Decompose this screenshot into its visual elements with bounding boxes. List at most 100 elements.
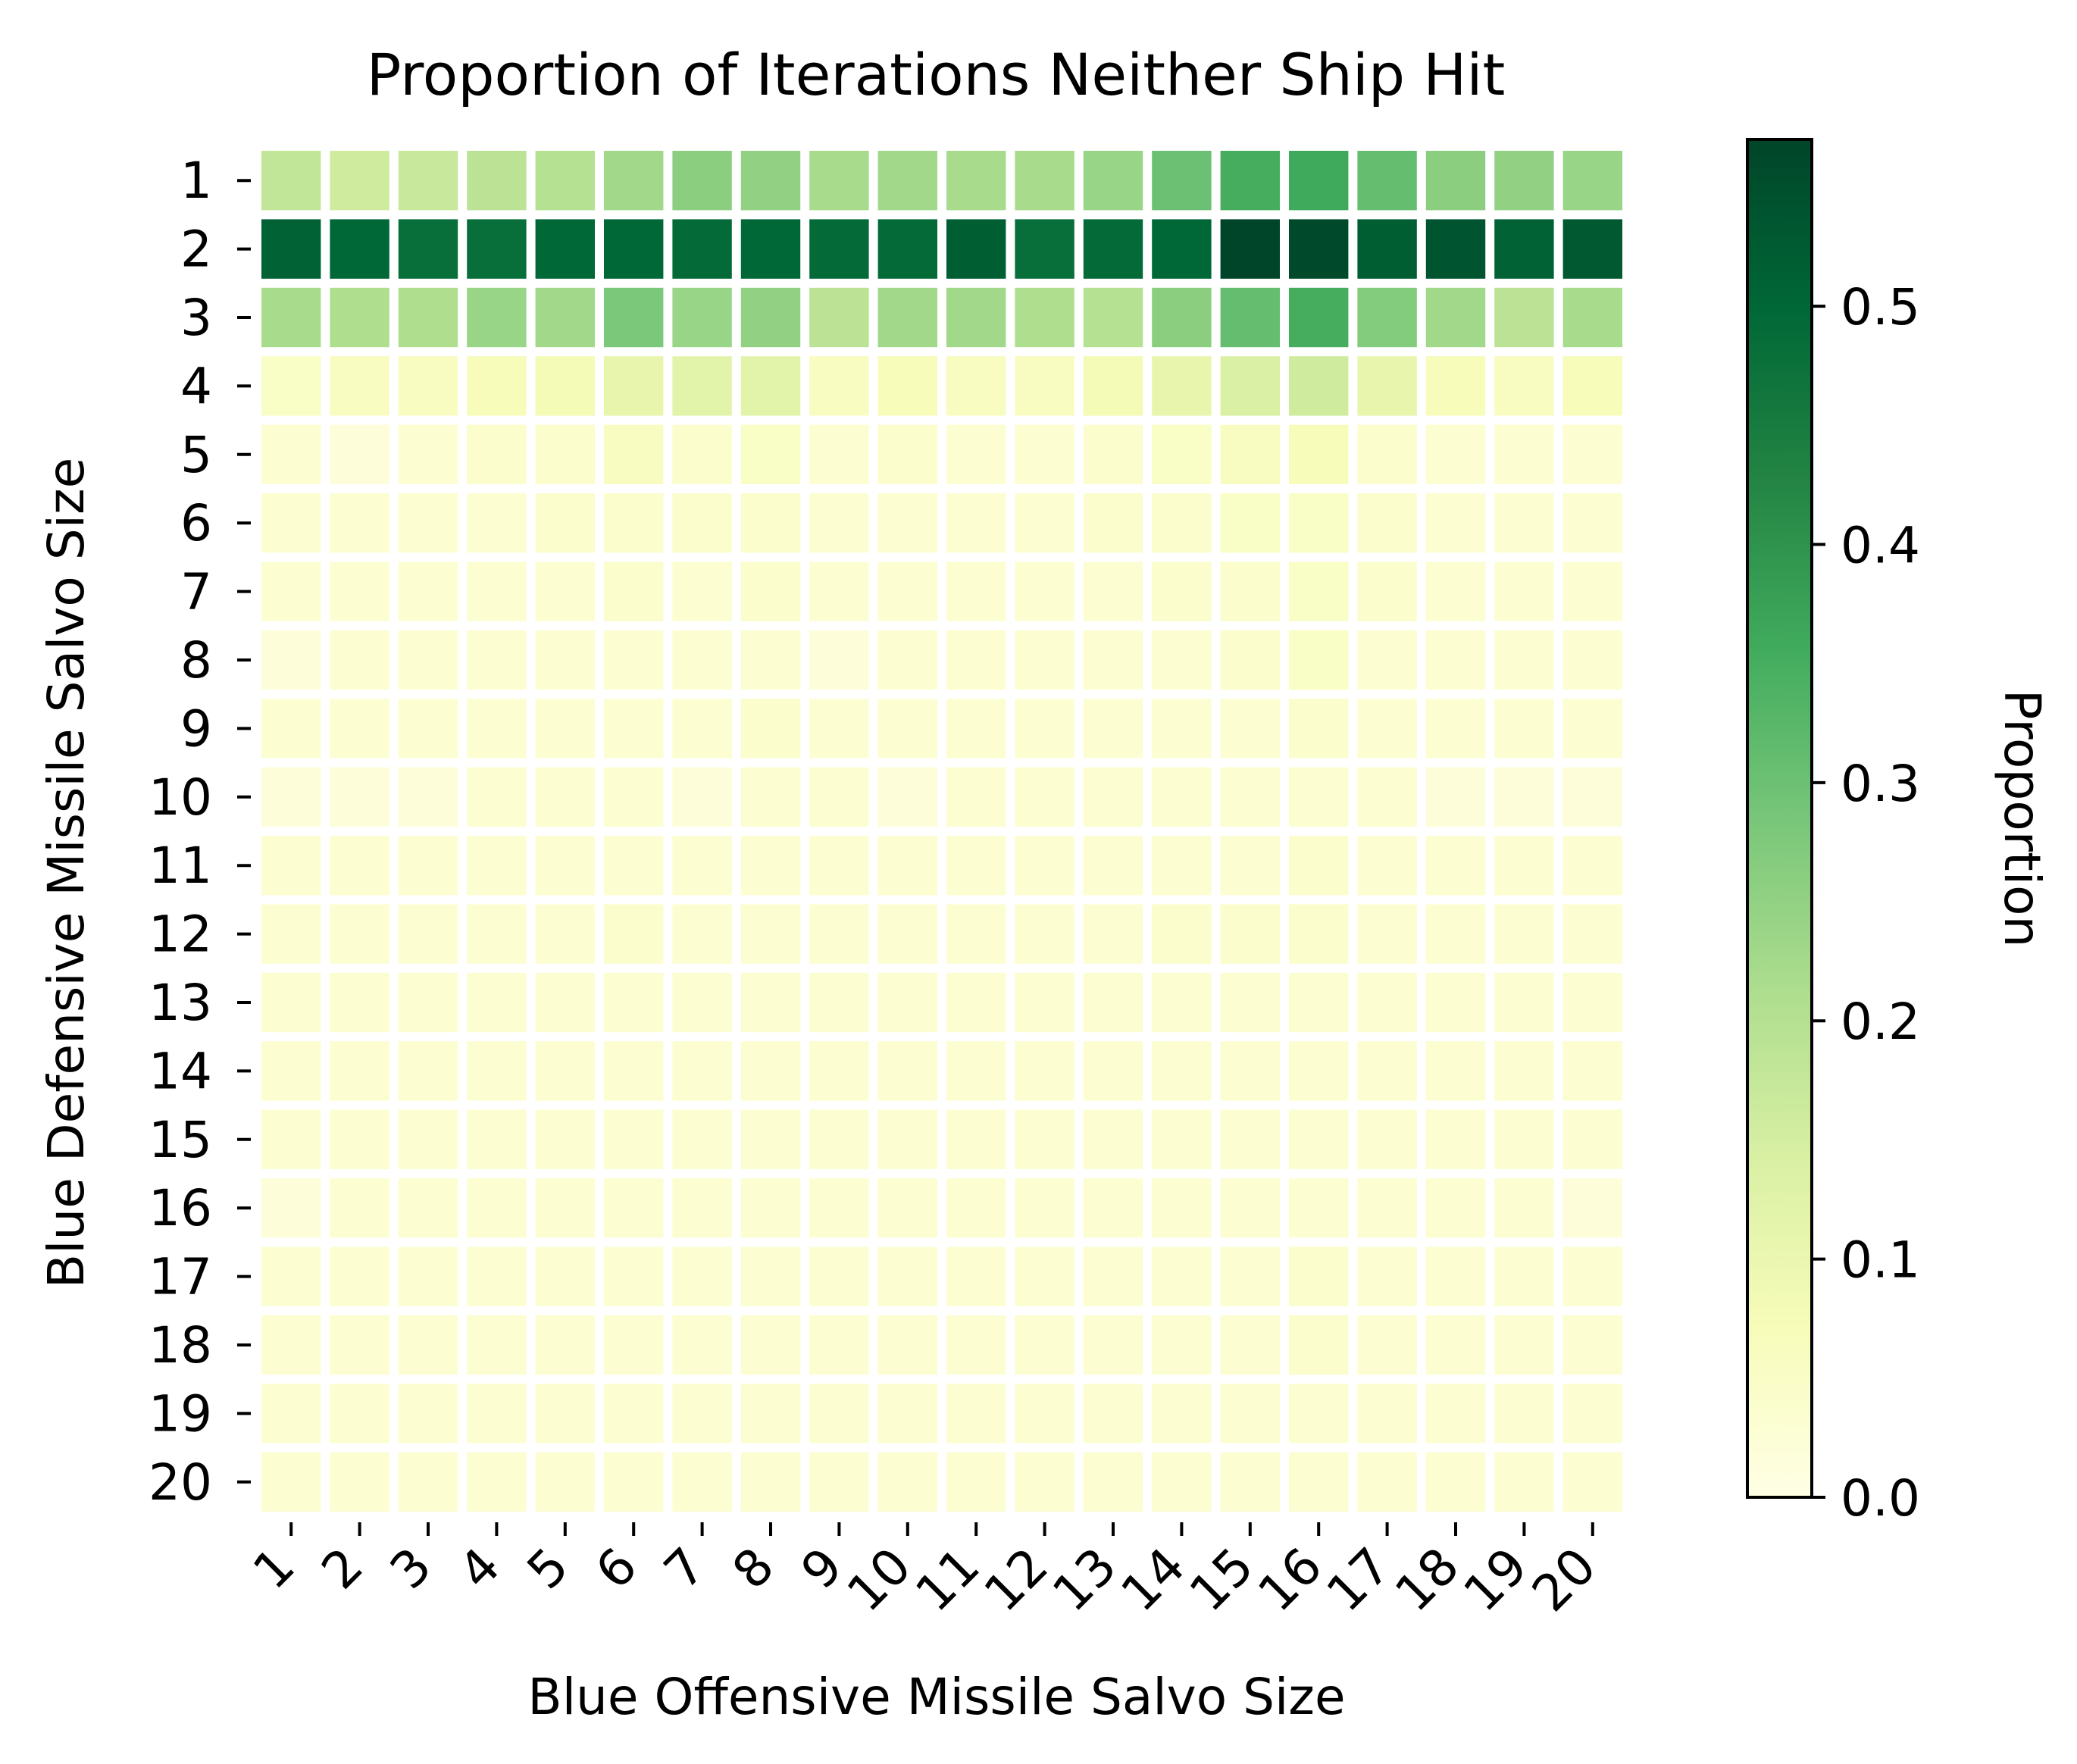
heatmap-cell — [1289, 1041, 1349, 1101]
heatmap-cell — [1425, 1384, 1486, 1443]
heatmap-cell — [946, 1109, 1006, 1169]
heatmap-cell — [1015, 1384, 1074, 1443]
heatmap-cell — [1015, 1246, 1074, 1306]
heatmap-cell — [1220, 424, 1280, 484]
colorbar-gradient — [1746, 138, 1813, 1499]
heatmap-cell — [946, 836, 1006, 896]
heatmap-cell — [1357, 1246, 1417, 1306]
heatmap-cell — [809, 1041, 869, 1101]
colorbar-tick-label: 0.3 — [1841, 755, 1920, 813]
heatmap-cell — [604, 219, 664, 279]
heatmap-cell — [330, 424, 389, 484]
heatmap-cell — [1152, 287, 1212, 348]
heatmap-cell — [261, 1246, 321, 1306]
heatmap-cell — [672, 287, 732, 348]
heatmap-cell — [1494, 972, 1554, 1033]
heatmap-cell — [1562, 1315, 1622, 1375]
heatmap-cell — [330, 836, 389, 896]
heatmap-cell — [1357, 424, 1417, 484]
heatmap-cell — [672, 767, 732, 827]
heatmap-cell — [1015, 1315, 1074, 1375]
heatmap-cell — [1015, 972, 1074, 1033]
heatmap-cell — [467, 1384, 527, 1443]
heatmap-cell — [740, 1109, 801, 1169]
heatmap-cell — [330, 356, 389, 416]
heatmap-cell — [1152, 1246, 1212, 1306]
heatmap-cell — [809, 219, 869, 279]
heatmap-cell — [1494, 767, 1554, 827]
heatmap-cell — [1289, 1178, 1349, 1238]
heatmap-cell — [1425, 1178, 1486, 1238]
heatmap-cell — [1494, 1178, 1554, 1238]
heatmap-cell — [809, 767, 869, 827]
heatmap-cell — [398, 1315, 458, 1375]
heatmap-cell — [1494, 151, 1554, 211]
heatmap-cell — [1562, 1109, 1622, 1169]
heatmap-cell — [1220, 493, 1280, 553]
heatmap-cell — [1015, 836, 1074, 896]
heatmap-cell — [877, 767, 937, 827]
heatmap-cell — [1494, 356, 1554, 416]
heatmap-cell — [1083, 1041, 1143, 1101]
heatmap-cell — [535, 1384, 595, 1443]
heatmap-cell — [1083, 1246, 1143, 1306]
colorbar-tick-label: 0.4 — [1841, 516, 1920, 574]
heatmap-cell — [1357, 1384, 1417, 1443]
heatmap-cell — [604, 1246, 664, 1306]
heatmap-cell — [1425, 1452, 1486, 1512]
heatmap-cell — [535, 767, 595, 827]
heatmap-cell — [1562, 836, 1622, 896]
heatmap-cell — [1562, 1384, 1622, 1443]
heatmap-cell — [467, 493, 527, 553]
heatmap-cell — [877, 1315, 937, 1375]
heatmap-cell — [1494, 287, 1554, 348]
heatmap-cell — [1015, 493, 1074, 553]
heatmap-cell — [946, 287, 1006, 348]
heatmap-cell — [1562, 1246, 1622, 1306]
heatmap-cell — [809, 561, 869, 621]
heatmap-cell — [535, 424, 595, 484]
heatmap-cell — [261, 630, 321, 690]
heatmap-cell — [398, 424, 458, 484]
heatmap-cell — [1015, 219, 1074, 279]
heatmap-cell — [740, 904, 801, 964]
heatmap-cell — [740, 1041, 801, 1101]
heatmap-cell — [398, 561, 458, 621]
heatmap-cell — [809, 904, 869, 964]
heatmap-cell — [1152, 904, 1212, 964]
heatmap-cell — [1562, 424, 1622, 484]
y-tick-label: 7 — [180, 563, 212, 621]
heatmap-cell — [946, 151, 1006, 211]
heatmap-cell — [1289, 1246, 1349, 1306]
heatmap-cell — [398, 356, 458, 416]
heatmap-cell — [740, 1452, 801, 1512]
heatmap-cell — [1152, 836, 1212, 896]
heatmap-cell — [672, 1041, 732, 1101]
heatmap-cell — [330, 493, 389, 553]
heatmap-cell — [330, 1315, 389, 1375]
heatmap-cell — [672, 972, 732, 1033]
heatmap-cell — [604, 767, 664, 827]
heatmap-cell — [1425, 972, 1486, 1033]
heatmap-cell — [672, 493, 732, 553]
heatmap-cell — [261, 1109, 321, 1169]
heatmap-cell — [1425, 1041, 1486, 1101]
heatmap-cell — [398, 493, 458, 553]
heatmap-cell — [1083, 836, 1143, 896]
heatmap-cell — [1425, 151, 1486, 211]
heatmap-cell — [740, 767, 801, 827]
heatmap-cell — [1220, 1452, 1280, 1512]
heatmap-cell — [261, 972, 321, 1033]
heatmap-cell — [1152, 972, 1212, 1033]
heatmap-cell — [1494, 1384, 1554, 1443]
heatmap-cell — [946, 1041, 1006, 1101]
heatmap-cell — [1083, 767, 1143, 827]
heatmap-cell — [946, 630, 1006, 690]
heatmap-cell — [877, 151, 937, 211]
heatmap-cell — [1289, 1109, 1349, 1169]
heatmap-cell — [1220, 561, 1280, 621]
heatmap-cell — [1289, 151, 1349, 211]
heatmap-cell — [535, 972, 595, 1033]
heatmap-cell — [330, 699, 389, 758]
heatmap-cell — [946, 356, 1006, 416]
